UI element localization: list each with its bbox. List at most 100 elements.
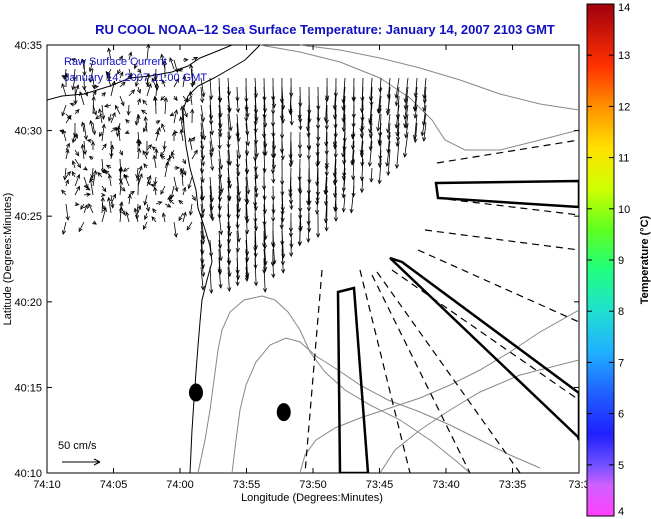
current-vector xyxy=(395,86,400,106)
current-vector xyxy=(423,104,427,126)
current-vector xyxy=(164,203,171,208)
current-vector xyxy=(200,158,203,173)
current-vector-head xyxy=(237,154,242,160)
current-vector xyxy=(74,134,78,142)
current-vector-head xyxy=(175,77,180,83)
current-vector xyxy=(272,131,275,158)
current-vector xyxy=(342,176,346,198)
current-vector-head xyxy=(121,81,126,87)
current-vector xyxy=(189,91,193,106)
current-vector-head xyxy=(227,287,232,292)
current-vector xyxy=(155,68,157,80)
current-vector xyxy=(236,203,239,229)
current-vector-head xyxy=(235,108,241,114)
current-vector-head xyxy=(142,150,147,155)
current-vector xyxy=(209,131,214,152)
current-vector xyxy=(396,131,400,147)
current-vector xyxy=(92,170,97,187)
current-vector xyxy=(245,176,248,204)
current-vector xyxy=(236,266,239,286)
current-vector-head xyxy=(155,120,161,125)
current-vector-head xyxy=(88,178,94,183)
current-vector-head xyxy=(359,188,365,194)
colorbar-tick-label: 11 xyxy=(618,153,629,165)
current-vector xyxy=(351,140,355,165)
current-vector-head xyxy=(298,125,303,131)
current-vector xyxy=(209,113,213,135)
chart-title: RU COOL NOAA–12 Sea Surface Temperature:… xyxy=(95,22,555,37)
current-vector-head xyxy=(182,74,187,80)
current-vector xyxy=(81,144,85,160)
current-vector xyxy=(74,149,80,156)
current-vector-head xyxy=(88,155,94,161)
current-vector-head xyxy=(157,201,163,206)
shipping-lane-dashed xyxy=(391,269,579,401)
current-vector-head xyxy=(262,209,267,215)
current-vector-head xyxy=(183,57,189,62)
current-vector-head xyxy=(349,208,354,214)
shipping-lane-dashed xyxy=(359,269,411,473)
current-vector-head xyxy=(297,241,302,247)
current-vector xyxy=(154,176,157,185)
current-vector-head xyxy=(413,138,418,144)
current-vector-head xyxy=(137,68,142,74)
current-vector-head xyxy=(135,214,140,220)
current-vector-head xyxy=(143,215,148,221)
current-vector-head xyxy=(112,193,116,199)
current-vector-head xyxy=(208,252,214,258)
plot-area xyxy=(46,43,580,474)
current-vector xyxy=(361,158,364,181)
current-vector-head xyxy=(101,123,106,129)
current-vector-head xyxy=(98,132,103,138)
current-vector-head xyxy=(91,84,96,90)
current-vector-head xyxy=(154,85,159,91)
current-vector xyxy=(61,104,67,116)
current-vector xyxy=(236,131,240,159)
colorbar-tick-label: 4 xyxy=(618,506,624,518)
current-vector xyxy=(136,167,139,179)
current-vector xyxy=(137,98,141,106)
current-vector-head xyxy=(83,166,88,171)
current-vector-head xyxy=(324,190,329,196)
current-vector-head xyxy=(119,71,124,77)
current-vector xyxy=(82,122,85,133)
current-vector xyxy=(245,239,248,262)
current-vector xyxy=(61,83,67,97)
current-vector xyxy=(254,221,257,249)
current-vector xyxy=(350,185,355,213)
shipping-lane-dashed xyxy=(417,249,579,323)
current-vector-head xyxy=(88,67,93,73)
current-vector-head xyxy=(191,196,196,202)
current-vector-head xyxy=(136,176,141,182)
current-vector xyxy=(128,68,132,77)
current-vector xyxy=(123,167,130,172)
current-vector xyxy=(227,266,230,292)
current-vector-head xyxy=(403,153,408,158)
current-vector xyxy=(142,150,148,160)
current-vector xyxy=(218,122,222,137)
current-vector-head xyxy=(153,180,158,186)
current-vector xyxy=(236,113,240,142)
current-vector xyxy=(119,149,123,156)
current-vector-head xyxy=(138,165,143,171)
current-vector xyxy=(316,149,319,167)
current-vector-head xyxy=(316,117,321,123)
current-vector xyxy=(395,77,400,98)
current-vector xyxy=(160,185,166,195)
current-vector-head xyxy=(118,55,123,61)
colorbar-tick-label: 14 xyxy=(618,2,630,14)
current-vector xyxy=(182,75,186,88)
current-vector-head xyxy=(174,187,179,193)
current-vector-head xyxy=(121,186,126,192)
current-vector-head xyxy=(136,114,141,120)
current-vector xyxy=(254,77,257,98)
current-vector-head xyxy=(218,230,224,236)
current-vector xyxy=(162,213,166,223)
current-vector-head xyxy=(420,131,425,137)
shipping-lane-dashed xyxy=(424,229,579,251)
current-vector xyxy=(155,127,161,142)
current-vector xyxy=(218,131,221,149)
current-vector-head xyxy=(145,207,150,212)
colorbar: 4 5 6 7 8 9 10 11 12 13 14 Temperature (°C) xyxy=(586,2,651,518)
